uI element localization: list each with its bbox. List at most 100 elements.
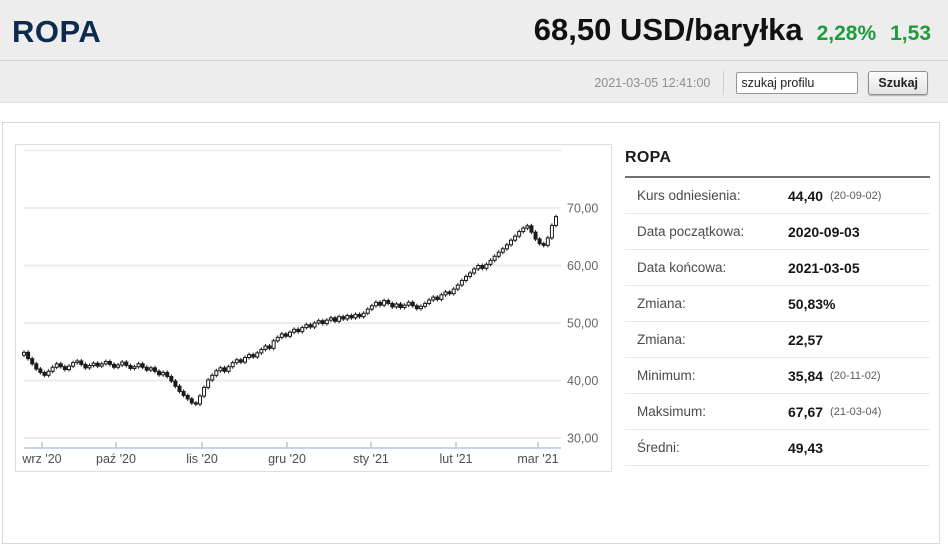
candle-up bbox=[226, 366, 231, 372]
stat-label: Zmiana: bbox=[637, 332, 686, 347]
candle-down bbox=[30, 358, 35, 365]
candle-down bbox=[308, 324, 313, 328]
stat-value: 44,40 bbox=[788, 187, 824, 204]
candle-up bbox=[455, 284, 460, 290]
stat-date: (20-09-02) bbox=[830, 189, 882, 202]
candle-up bbox=[22, 351, 26, 356]
candle-up bbox=[423, 302, 428, 307]
candle-down bbox=[378, 301, 383, 306]
price-block: 68,50 USD/baryłka 2,28% 1,53 bbox=[534, 12, 931, 48]
x-axis-label: lut '21 bbox=[440, 452, 473, 466]
candle-down bbox=[42, 371, 47, 376]
candle-up bbox=[255, 352, 260, 358]
candle-up bbox=[136, 363, 141, 368]
header-subrow: 2021-03-05 12:41:00 Szukaj bbox=[594, 70, 928, 96]
candle-down bbox=[177, 385, 182, 392]
stat-row: Zmiana: 22,57 bbox=[625, 322, 930, 358]
candle-down bbox=[38, 368, 43, 373]
candle-up bbox=[316, 320, 321, 324]
candle-up bbox=[439, 294, 444, 300]
candle-up bbox=[288, 331, 292, 337]
candle-up bbox=[369, 305, 374, 310]
y-axis-label: 40,00 bbox=[567, 374, 598, 388]
stat-label: Średni: bbox=[637, 440, 680, 455]
candle-down bbox=[169, 375, 174, 382]
stat-label: Zmiana: bbox=[637, 296, 686, 311]
x-axis-label: sty '21 bbox=[353, 452, 389, 466]
stat-label: Kurs odniesienia: bbox=[637, 188, 741, 203]
candle-down bbox=[173, 380, 178, 387]
candle-down bbox=[144, 366, 149, 371]
candle-down bbox=[222, 367, 227, 372]
candle-up bbox=[508, 239, 513, 246]
candle-down bbox=[541, 243, 546, 246]
x-axis-label: mar '21 bbox=[517, 452, 558, 466]
candle-up bbox=[476, 265, 481, 270]
candle-up bbox=[517, 231, 522, 237]
search-input[interactable] bbox=[736, 72, 859, 94]
candle-down bbox=[357, 313, 362, 318]
candle-up bbox=[361, 312, 366, 318]
x-axis-label: lis '20 bbox=[186, 452, 218, 466]
stats-panel-title: ROPA bbox=[625, 145, 930, 178]
vertical-divider bbox=[723, 71, 725, 95]
candle-down bbox=[238, 359, 243, 363]
stat-label: Data końcowa: bbox=[637, 260, 727, 275]
search-button[interactable]: Szukaj bbox=[868, 71, 928, 95]
candle-up bbox=[304, 324, 309, 329]
x-axis-label: gru '20 bbox=[268, 452, 306, 466]
header-divider bbox=[0, 60, 948, 61]
candle-up bbox=[71, 362, 76, 367]
candle-up bbox=[87, 365, 92, 369]
stat-date: (21-03-04) bbox=[830, 405, 882, 418]
candle-down bbox=[58, 363, 63, 368]
candle-down bbox=[152, 367, 157, 372]
candle-down bbox=[193, 402, 198, 405]
candle-up bbox=[206, 379, 211, 388]
content-container: 30,00 40,00 50,00 60,00 70,00 wrz '20 paź '20 l… bbox=[2, 122, 940, 544]
candle-down bbox=[447, 291, 452, 295]
candle-up bbox=[459, 279, 464, 286]
candle-down bbox=[410, 301, 415, 307]
candle-up bbox=[402, 304, 407, 308]
candle-up bbox=[549, 224, 554, 239]
stats-rows: Kurs odniesienia: 44,40 (20-09-02) Data poc… bbox=[625, 178, 930, 466]
price-chart-card: 30,00 40,00 50,00 60,00 70,00 wrz '20 paź '20 l… bbox=[15, 144, 612, 472]
candle-down bbox=[185, 394, 190, 400]
candle-up bbox=[148, 367, 153, 371]
candle-up bbox=[300, 327, 305, 333]
candle-up bbox=[263, 345, 268, 350]
candle-up bbox=[463, 275, 468, 281]
candle-up bbox=[451, 288, 456, 295]
candlestick-chart: 30,00 40,00 50,00 60,00 70,00 wrz '20 paź '20 l… bbox=[21, 149, 598, 466]
candle-up bbox=[484, 263, 489, 269]
candle-down bbox=[251, 354, 256, 358]
candle-down bbox=[181, 390, 186, 396]
candle-down bbox=[533, 231, 538, 240]
candle-up bbox=[132, 366, 137, 369]
candle-down bbox=[341, 316, 346, 320]
y-axis-label: 60,00 bbox=[567, 259, 598, 273]
candle-up bbox=[525, 225, 530, 229]
candle-up bbox=[545, 237, 550, 246]
candle-up bbox=[427, 299, 432, 304]
candle-up bbox=[431, 296, 436, 301]
candle-up bbox=[197, 395, 202, 405]
candle-down bbox=[320, 320, 325, 325]
change-percent: 2,28% bbox=[816, 22, 877, 45]
candle-up bbox=[234, 359, 239, 364]
candle-up bbox=[242, 357, 247, 363]
candle-up bbox=[292, 328, 297, 333]
stat-value: 50,83% bbox=[788, 295, 836, 312]
candle-up bbox=[279, 333, 284, 338]
stat-value: 67,67 bbox=[788, 403, 824, 420]
candle-up bbox=[496, 251, 501, 257]
y-axis-label: 70,00 bbox=[567, 202, 598, 216]
candle-down bbox=[140, 363, 145, 368]
candle-up bbox=[373, 301, 378, 307]
candle-up bbox=[418, 305, 423, 310]
candle-down bbox=[112, 363, 117, 368]
candle-up bbox=[382, 300, 387, 306]
candle-down bbox=[26, 351, 31, 360]
candle-up bbox=[324, 319, 329, 325]
